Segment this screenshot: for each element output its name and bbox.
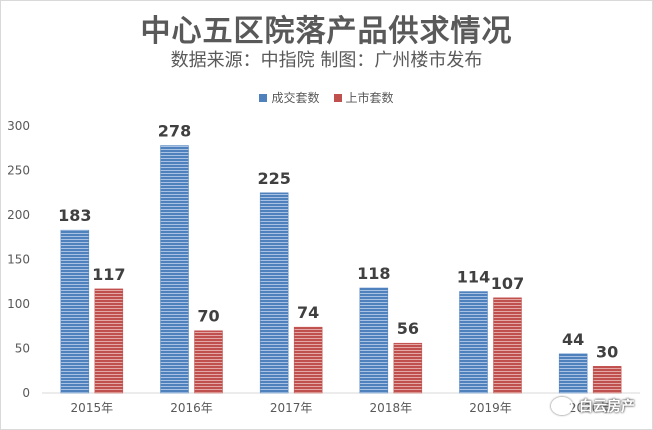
bar-deals [359,287,389,394]
data-label: 74 [297,303,319,322]
legend-label-listings: 上市套数 [345,91,394,105]
legend-item-listings: 上市套数 [333,89,394,106]
data-label: 225 [257,169,290,188]
x-tick-label: 2018年 [370,401,413,415]
x-tick-label: 2019年 [469,401,512,415]
y-tick-label: 0 [22,386,30,400]
chart-subtitle: 数据来源：中指院 制图：广州楼市发布 [170,50,483,71]
bar-deals [259,192,289,394]
legend-swatch-deals [259,93,268,102]
data-label: 117 [92,265,125,284]
y-tick-label: 300 [7,119,30,133]
y-tick-label: 200 [7,208,30,222]
x-tick-label: 2015年 [71,401,114,415]
data-label: 183 [58,206,91,225]
legend-label-deals: 成交套数 [271,91,320,105]
bar-deals [60,229,90,394]
bar-listings [94,288,124,394]
y-tick-label: 150 [7,253,30,267]
bar-deals [459,291,488,394]
x-tick-label: 2017年 [270,401,313,415]
y-tick-label: 50 [15,342,30,356]
y-tick-label: 250 [7,164,30,178]
chart-title: 中心五区院落产品供求情况 [140,14,513,49]
bar-listings [493,297,522,394]
data-label: 278 [158,122,191,141]
x-tick-label: 2016年 [170,401,213,415]
bar-deals [160,145,189,394]
data-label: 114 [457,268,490,287]
data-label: 107 [491,274,524,293]
data-label: 70 [197,307,219,326]
legend-item-deals: 成交套数 [259,89,320,106]
watermark: 白云房产 [551,396,635,416]
chart-legend: 成交套数 上市套数 [0,89,653,106]
data-label: 44 [562,330,584,349]
wechat-icon [551,397,573,415]
legend-swatch-listings [333,93,342,102]
bar-deals [558,353,588,394]
data-label: 30 [596,342,618,361]
data-label: 56 [397,319,419,338]
bar-listings [293,326,323,394]
y-tick-label: 100 [7,297,30,311]
watermark-text: 白云房产 [579,399,635,415]
bar-listings [393,342,423,394]
x-tick-label: 2020年 [569,401,612,415]
data-label: 118 [357,264,390,283]
bar-listings [194,330,223,394]
bar-listings [592,366,622,394]
